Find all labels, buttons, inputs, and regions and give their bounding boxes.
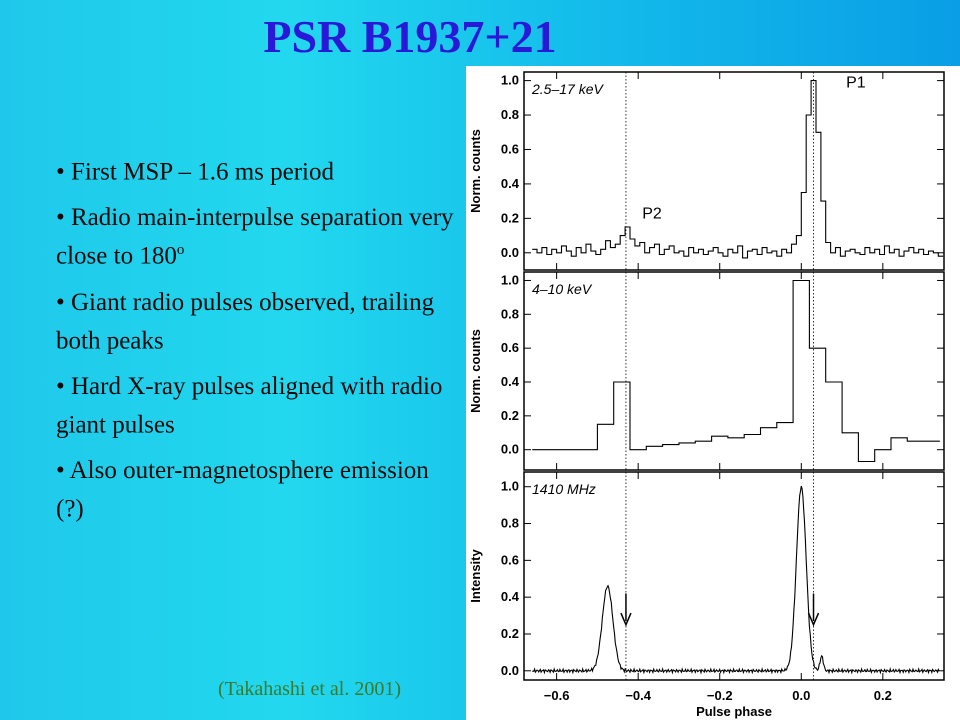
x-tick-label: −0.4 — [625, 688, 651, 703]
panel-energy-label: 2.5–17 keV — [531, 81, 604, 97]
pulse-profile-chart: 0.0 0.2 0.4 0.6 0.8 1.0 Norm. counts 2.5–17 keV… — [468, 71, 945, 719]
slide-title: PSR B1937+21 — [263, 11, 557, 62]
y-tick-label: 1.0 — [501, 272, 519, 287]
histogram-series — [532, 80, 944, 259]
bullet-item: • Hard X-ray pulses aligned with radio g… — [56, 371, 456, 441]
bullet-list: • First MSP – 1.6 ms period • Radio main… — [56, 150, 456, 540]
y-tick-label: 1.0 — [501, 73, 519, 88]
bullet-text: • First MSP – 1.6 ms period — [56, 158, 335, 186]
y-tick-label: 0.6 — [501, 552, 519, 567]
bullet-item: • Radio main-interpulse separation very … — [56, 202, 456, 272]
y-tick-label: 0.4 — [501, 374, 520, 389]
pulse-profile-figure: 0.0 0.2 0.4 0.6 0.8 1.0 Norm. counts 2.5–17 keV… — [466, 66, 960, 720]
y-tick-label: 1.0 — [501, 479, 519, 494]
bullet-text: • Hard X-ray pulses aligned with radio g… — [56, 372, 443, 439]
y-axis-title: Norm. counts — [468, 129, 483, 213]
degree-superscript: o — [176, 242, 185, 259]
y-tick-label: 0.2 — [501, 210, 519, 225]
panel-frame — [523, 471, 945, 681]
y-tick-label: 0.8 — [501, 306, 519, 321]
panel-frame — [523, 71, 945, 271]
panel-energy-label: 4–10 keV — [532, 281, 593, 297]
bullet-item: • First MSP – 1.6 ms period — [56, 150, 456, 188]
giant-pulse-arrowhead — [807, 612, 820, 627]
bullet-text: • Giant radio pulses observed, trailing … — [56, 288, 435, 354]
bullet-item: • Also outer-magnetosphere emission (?) — [56, 455, 456, 525]
y-tick-label: 0.8 — [501, 516, 519, 531]
peak-label: P1 — [846, 74, 866, 91]
y-axis-title: Intensity — [468, 549, 483, 603]
panel-frame — [523, 271, 945, 471]
giant-pulse-arrowhead — [620, 612, 632, 627]
panel-energy-label: 1410 MHz — [532, 481, 596, 497]
peak-label: P2 — [642, 205, 662, 222]
y-tick-label: 0.6 — [501, 141, 519, 156]
x-tick-label: −0.6 — [544, 688, 570, 703]
bullet-text: • Also outer-magnetosphere emission (?) — [56, 457, 429, 523]
y-tick-label: 0.8 — [501, 107, 519, 122]
x-tick-label: 0.2 — [874, 688, 892, 703]
x-tick-label: −0.2 — [707, 688, 733, 703]
y-tick-label: 0.4 — [501, 176, 520, 191]
y-tick-label: 0.0 — [501, 442, 519, 457]
radio-profile-series — [532, 485, 940, 675]
histogram-series — [532, 279, 940, 463]
y-tick-label: 0.0 — [501, 245, 519, 260]
x-tick-label: 0.0 — [792, 688, 810, 703]
bullet-item: • Giant radio pulses observed, trailing … — [56, 287, 456, 357]
x-axis-title: Pulse phase — [696, 704, 772, 719]
citation: (Takahashi et al. 2001) — [218, 678, 401, 700]
y-tick-label: 0.6 — [501, 340, 519, 355]
y-axis-title: Norm. counts — [468, 329, 483, 413]
y-tick-label: 0.0 — [501, 663, 519, 678]
y-tick-label: 0.2 — [501, 626, 519, 641]
bullet-text: • Radio main-interpulse separation very … — [56, 204, 454, 270]
y-tick-label: 0.2 — [501, 408, 519, 423]
y-tick-label: 0.4 — [501, 589, 520, 604]
